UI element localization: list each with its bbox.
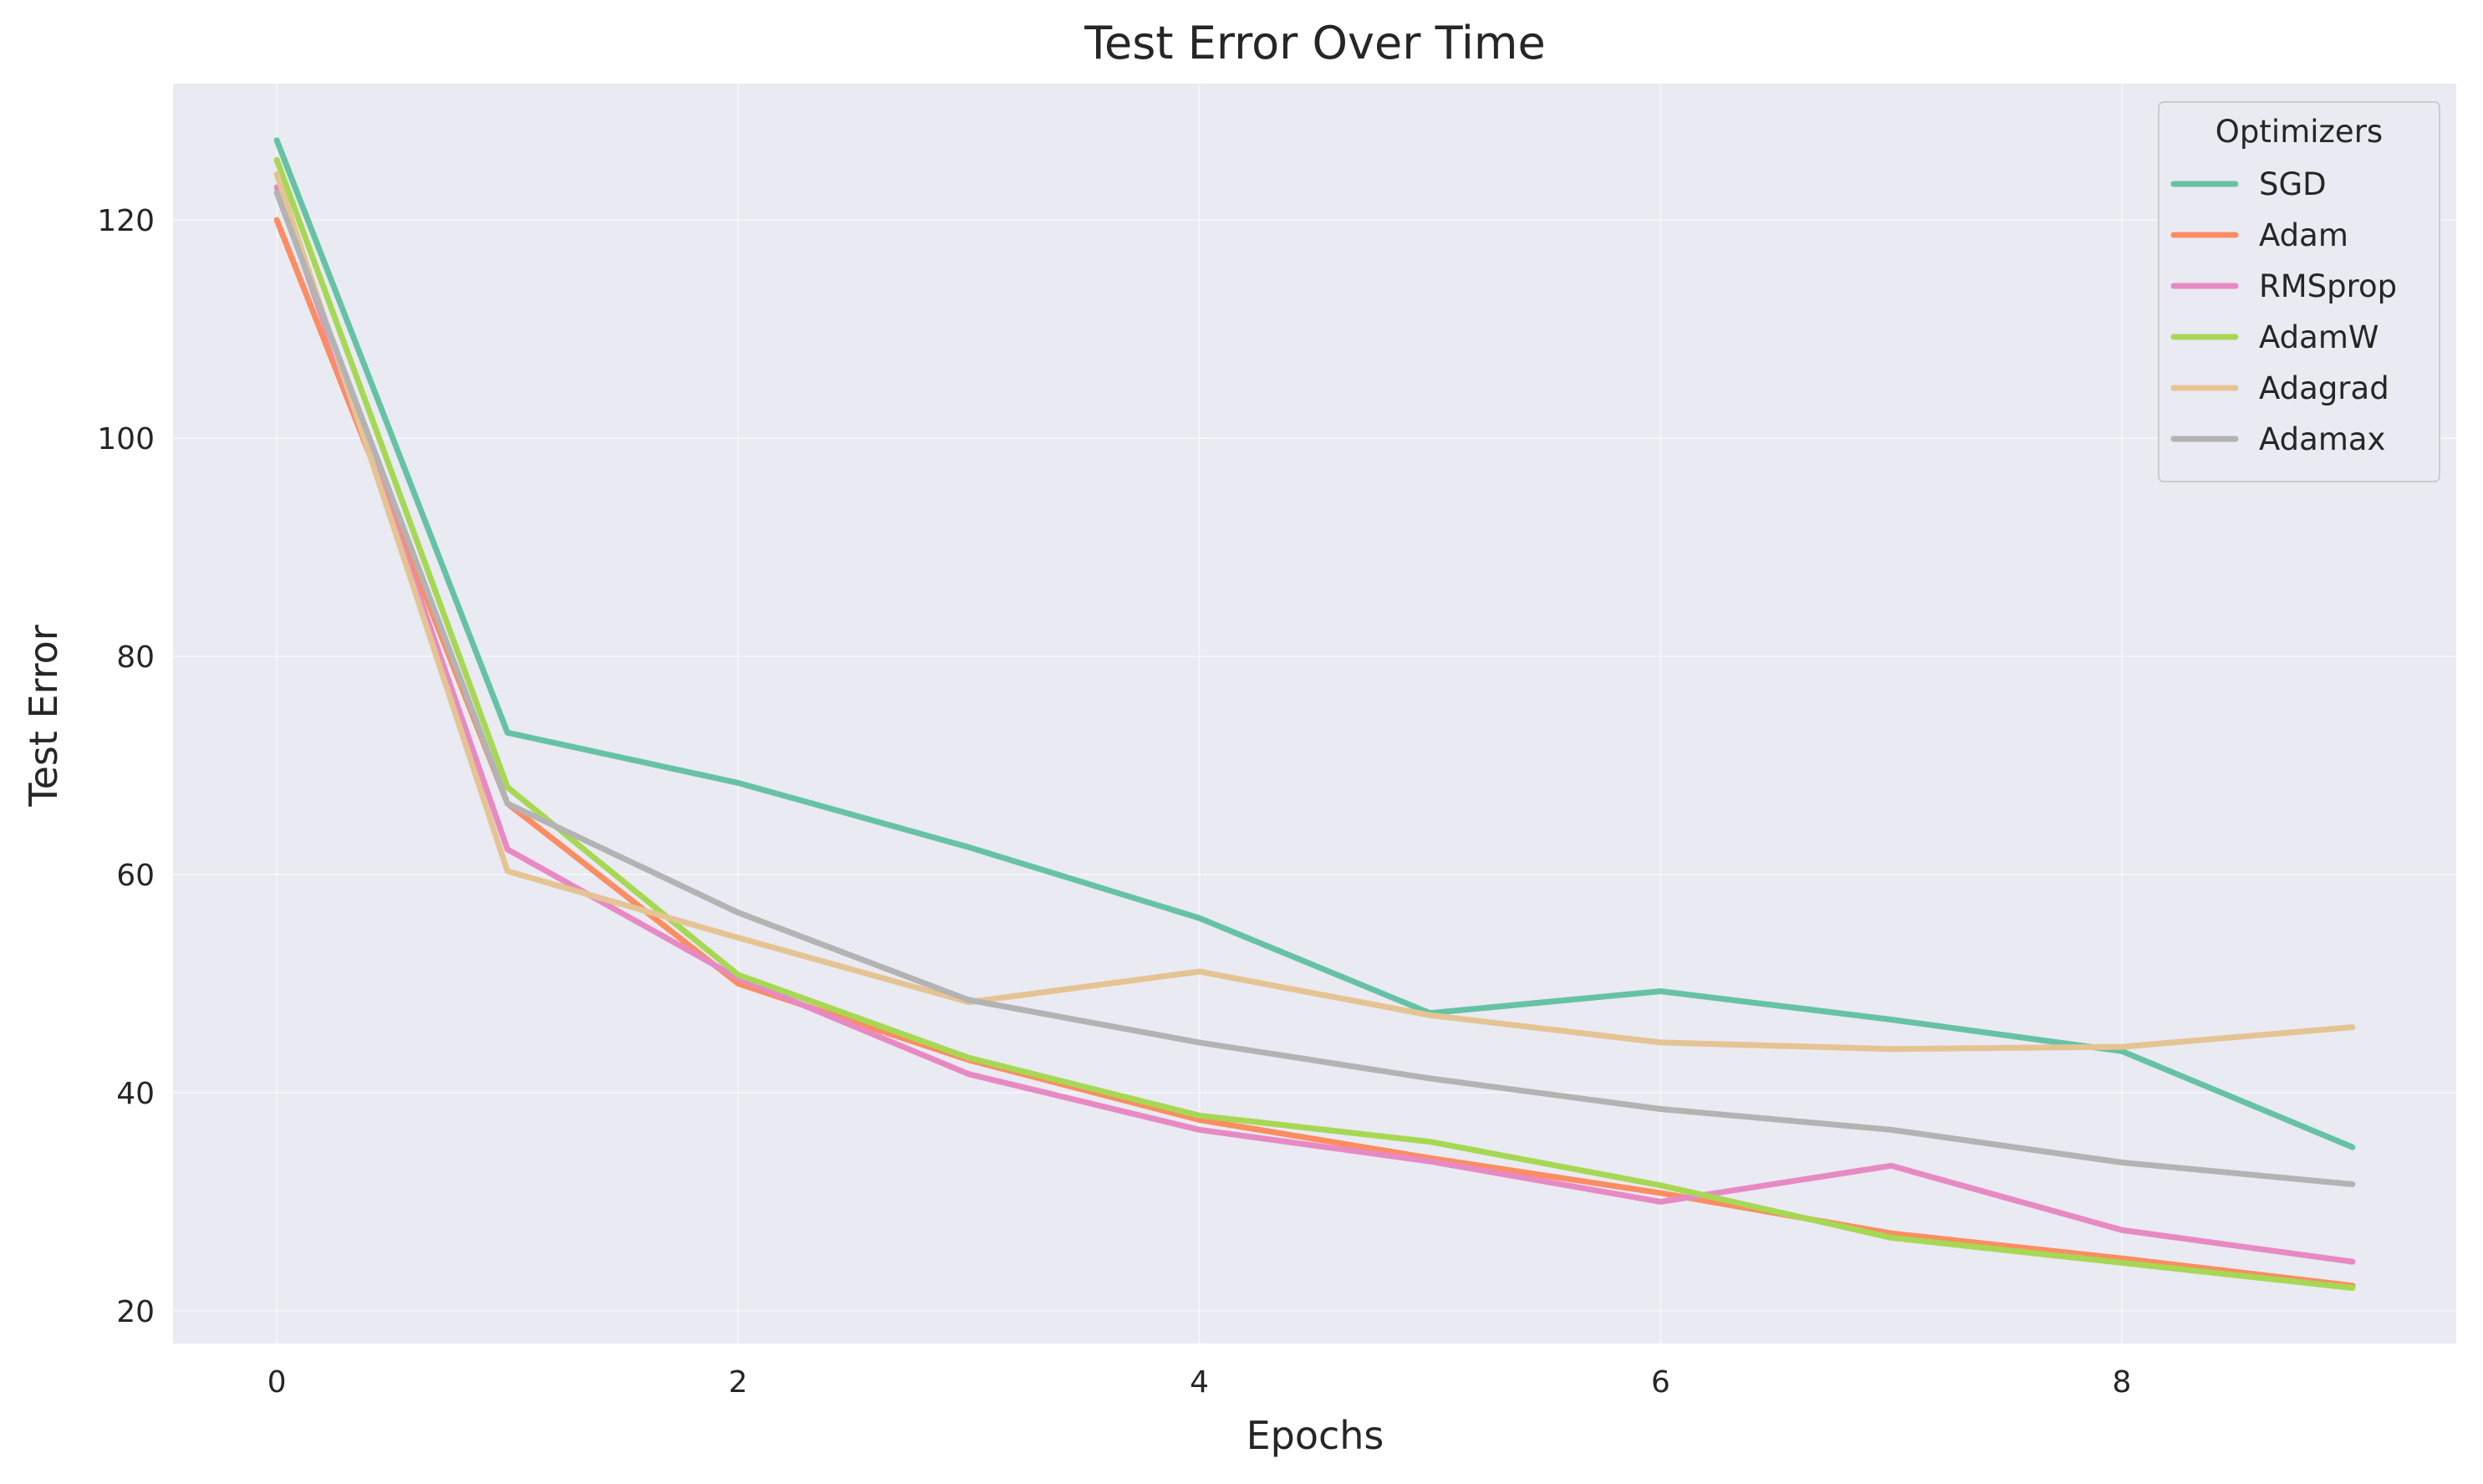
series-line-adamw [273, 156, 2356, 1291]
legend-label: Adamax [2259, 421, 2385, 457]
legend-title: Optimizers [2215, 114, 2383, 150]
chart-title: Test Error Over Time [1083, 17, 1546, 69]
legend-label: AdamW [2259, 319, 2378, 355]
y-tick-label: 60 [116, 859, 155, 893]
legend-items: SGD Adam RMSprop AdamW Adagrad Adamax [2170, 166, 2397, 457]
series-lines [273, 137, 2356, 1291]
series-line-adagrad [273, 171, 2356, 1053]
legend-item-adamax: Adamax [2170, 421, 2385, 457]
series-line-adam [273, 217, 2356, 1289]
y-axis-ticks: 20 40 60 80 100 120 [97, 204, 155, 1329]
series-line-adamax [273, 190, 2356, 1187]
legend-item-sgd: SGD [2170, 166, 2327, 202]
y-tick-label: 100 [97, 422, 155, 456]
x-axis-ticks: 0 2 4 6 8 [268, 1365, 2132, 1400]
y-tick-label: 80 [116, 640, 155, 675]
legend-label: Adam [2259, 217, 2348, 253]
legend-item-adam: Adam [2170, 217, 2348, 253]
legend-item-rmsprop: RMSprop [2170, 268, 2397, 304]
x-tick-label: 0 [268, 1365, 287, 1400]
x-tick-label: 8 [2113, 1365, 2132, 1400]
series-line-rmsprop [273, 184, 2356, 1265]
legend-item-adamw: AdamW [2170, 319, 2378, 355]
y-tick-label: 20 [116, 1295, 155, 1329]
x-tick-label: 6 [1651, 1365, 1670, 1400]
plot-area [173, 84, 2456, 1344]
legend-item-adagrad: Adagrad [2170, 370, 2389, 406]
x-tick-label: 4 [1190, 1365, 1209, 1400]
legend: Optimizers SGD Adam RMSprop AdamW Adagrad Ada… [2158, 101, 2440, 482]
y-tick-label: 40 [116, 1077, 155, 1111]
y-axis-label: Test Error [21, 625, 66, 807]
series-line-sgd [273, 137, 2356, 1150]
legend-label: Adagrad [2259, 370, 2389, 406]
x-tick-label: 2 [728, 1365, 747, 1400]
x-axis-label: Epochs [1247, 1413, 1384, 1458]
legend-label: RMSprop [2259, 268, 2397, 304]
y-tick-label: 120 [97, 204, 155, 238]
legend-label: SGD [2259, 166, 2327, 202]
